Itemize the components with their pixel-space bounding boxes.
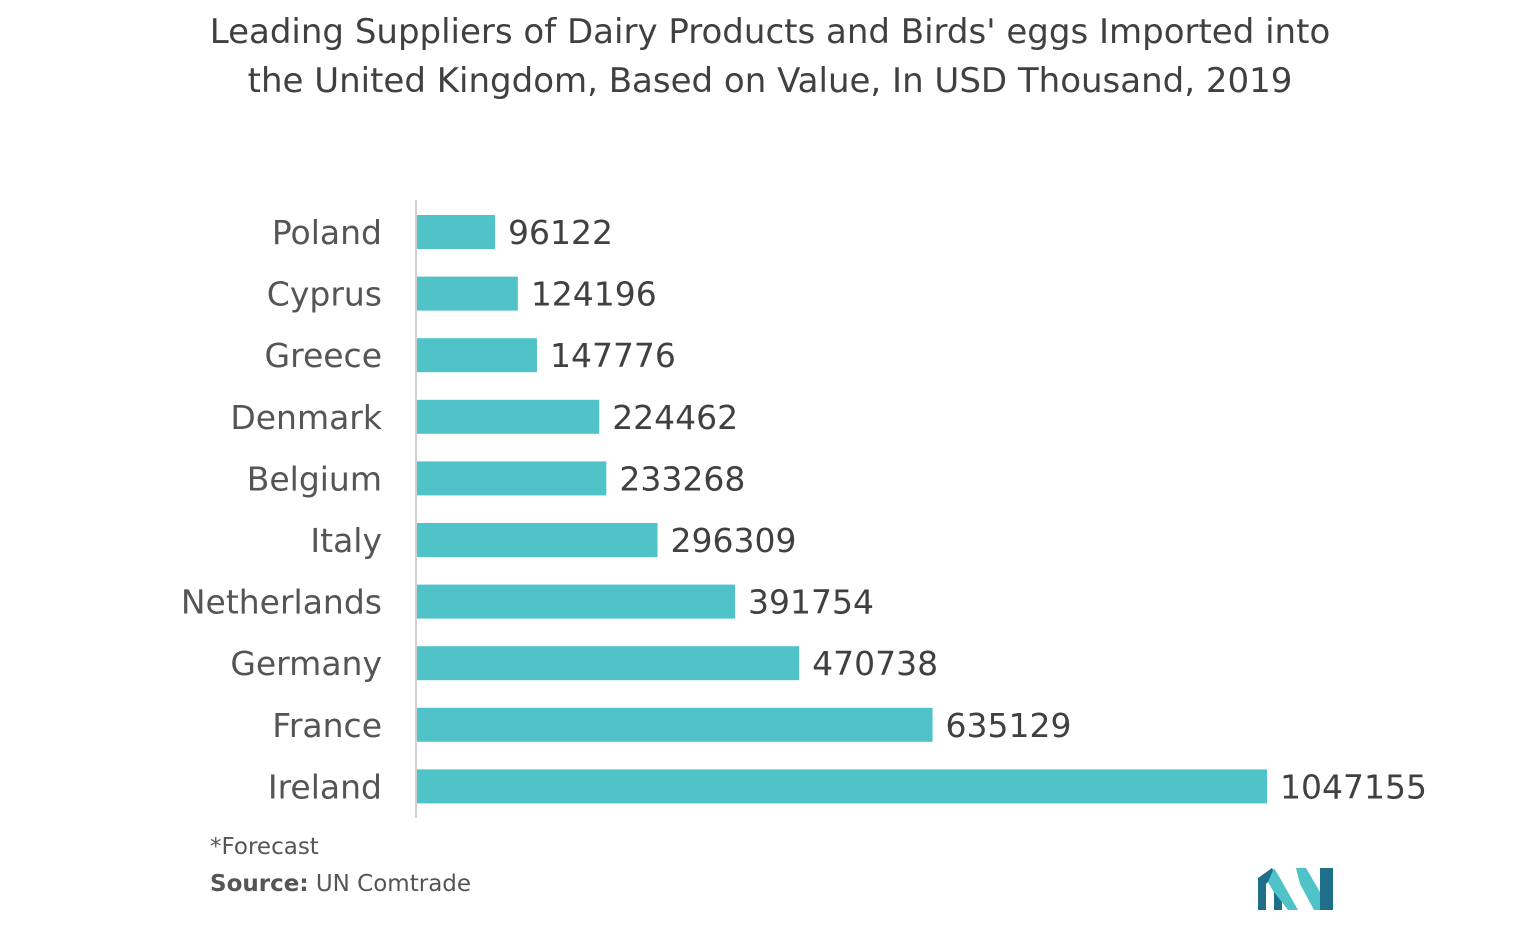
source-value: UN Comtrade bbox=[315, 871, 472, 897]
category-label: Italy bbox=[310, 521, 382, 560]
category-label: Poland bbox=[272, 213, 382, 252]
bar-netherlands bbox=[417, 584, 735, 619]
value-label: 147776 bbox=[550, 336, 676, 375]
category-label: Cyprus bbox=[267, 275, 382, 314]
value-label: 635129 bbox=[946, 706, 1072, 745]
bar-denmark bbox=[417, 399, 600, 434]
bar-poland bbox=[417, 215, 496, 249]
value-label: 296309 bbox=[671, 521, 797, 560]
category-label: Belgium bbox=[247, 459, 382, 498]
bar-cyprus bbox=[417, 276, 518, 311]
chart-title-line-1: Leading Suppliers of Dairy Products and … bbox=[209, 12, 1331, 52]
bar-france bbox=[417, 707, 933, 742]
chart-title-line-2: the United Kingdom, Based on Value, In U… bbox=[247, 61, 1293, 101]
bar-greece bbox=[417, 338, 537, 373]
category-label: Netherlands bbox=[181, 583, 382, 622]
category-label: France bbox=[272, 706, 382, 745]
chart-title: Leading Suppliers of Dairy Products and … bbox=[60, 8, 1480, 106]
bar-germany bbox=[417, 646, 800, 681]
value-label: 124196 bbox=[531, 275, 657, 314]
category-label: Denmark bbox=[230, 398, 383, 437]
category-label: Greece bbox=[265, 336, 382, 375]
value-label: 470738 bbox=[812, 644, 938, 683]
bar-italy bbox=[417, 523, 658, 557]
source-label: Source: bbox=[210, 871, 309, 897]
bar-belgium bbox=[417, 461, 607, 496]
value-label: 391754 bbox=[748, 583, 874, 622]
bar-ireland bbox=[417, 769, 1267, 804]
category-label: Ireland bbox=[268, 767, 382, 806]
forecast-footnote: *Forecast bbox=[210, 834, 319, 860]
category-label: Germany bbox=[230, 644, 382, 683]
source-note: Source: UN Comtrade bbox=[210, 871, 471, 897]
value-label: 1047155 bbox=[1280, 767, 1427, 806]
mordor-intelligence-logo-icon bbox=[1258, 868, 1333, 910]
value-label: 233268 bbox=[619, 459, 745, 498]
value-label: 224462 bbox=[612, 398, 738, 437]
value-label: 96122 bbox=[508, 213, 613, 252]
